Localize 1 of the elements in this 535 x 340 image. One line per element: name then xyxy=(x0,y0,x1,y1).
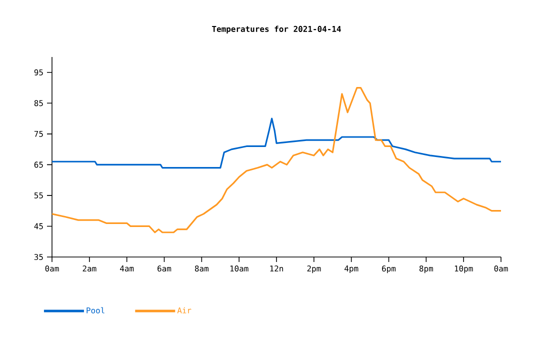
line-series xyxy=(52,118,502,169)
